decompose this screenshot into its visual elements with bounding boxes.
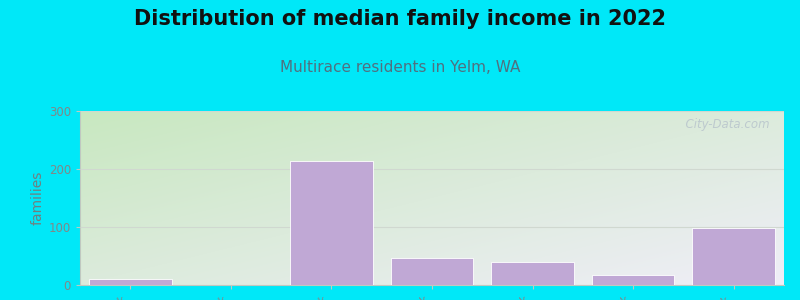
Bar bbox=[390, 258, 474, 285]
Bar bbox=[491, 262, 574, 285]
Bar bbox=[592, 274, 674, 285]
Text: City-Data.com: City-Data.com bbox=[678, 118, 770, 131]
Y-axis label: families: families bbox=[30, 171, 45, 225]
Bar bbox=[290, 161, 373, 285]
Text: Multirace residents in Yelm, WA: Multirace residents in Yelm, WA bbox=[280, 60, 520, 75]
Bar bbox=[693, 228, 775, 285]
Bar bbox=[89, 279, 171, 285]
Text: Distribution of median family income in 2022: Distribution of median family income in … bbox=[134, 9, 666, 29]
